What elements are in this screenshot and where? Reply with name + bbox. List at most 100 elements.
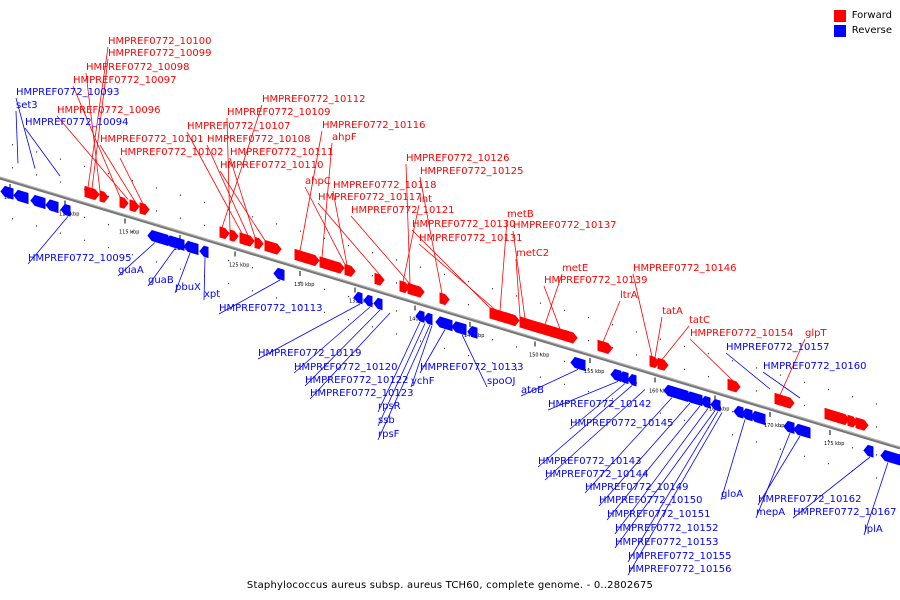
reverse-gene-label: HMPREF0772_10150 [599,495,702,506]
leader-line [598,402,691,507]
leader-line [606,405,701,521]
leader-line [117,242,156,277]
leader-line [304,186,346,265]
reverse-gene-label: HMPREF0772_10151 [607,509,710,520]
forward-gene [139,202,150,216]
leader-line [350,215,411,285]
legend: Forward Reverse [833,8,892,38]
leader-line [186,131,243,234]
reverse-gene [627,374,637,387]
forward-gene-label: HMPREF0772_10107 [187,121,290,132]
reverse-gene-label: HMPREF0772_10145 [570,418,673,429]
leader-line [87,46,109,188]
legend-label-reverse: Reverse [851,25,892,36]
reverse-gene-label: HMPREF0772_10160 [763,361,866,372]
leader-line [419,329,446,374]
leader-line [56,115,129,200]
forward-gene-label: ahpC [305,176,331,187]
reverse-gene-label: HMPREF0772_10162 [758,494,861,505]
leader-line [411,229,491,309]
reverse-gene [415,310,425,323]
leader-line [293,306,371,374]
leader-line [99,144,136,202]
reverse-gene [793,423,811,439]
forward-gene-label: HMPREF0772_10101 [100,134,203,145]
leader-line [15,97,36,169]
forward-gene-label: HMPREF0772_10146 [633,263,736,274]
backbone-line [0,176,900,450]
leader-line [418,243,496,310]
reverse-gene-label: HMPREF0772_10157 [726,342,829,353]
reverse-gene [373,297,383,311]
leader-line [405,163,411,285]
forward-gene [374,272,385,286]
forward-gene [824,407,850,426]
legend-item-reverse: Reverse [833,23,892,38]
leader-line [377,321,421,413]
leader-line [755,432,791,519]
reverse-gene [363,294,373,308]
reverse-gene-label: ychF [411,376,435,387]
forward-gene-label: tatA [662,306,683,317]
forward-gene [84,185,100,201]
leader-line [219,170,266,241]
reverse-gene-label: spoOJ [487,376,516,387]
reverse-gene [570,356,586,372]
forward-gene [229,229,239,242]
reverse-gene-label: HMPREF0772_10093 [16,87,119,98]
reverse-gene-label: mepA [756,507,785,518]
leader-line [147,248,176,287]
reverse-gene [663,384,689,403]
forward-gene-label: ahpF [332,132,357,143]
leader-line [544,389,646,481]
leader-line [602,300,621,343]
reverse-gene-label: HMPREF0772_10095 [28,253,131,264]
forward-gene [344,263,356,277]
reverse-gene [685,391,703,407]
legend-item-forward: Forward [833,8,892,23]
reverse-gene [435,316,453,332]
leader-line [377,324,431,441]
reverse-gene-label: guaB [148,275,174,286]
forward-gene [254,236,264,250]
forward-gene-label: glpT [805,328,827,339]
forward-gene-label: HMPREF0772_10137 [513,220,616,231]
leader-line [654,316,663,358]
reverse-gene [0,185,14,200]
forward-gene [294,248,320,267]
leader-line [547,381,619,411]
forward-gene-label: HMPREF0772_10097 [73,75,176,86]
forward-gene-label: HMPREF0772_10108 [207,134,310,145]
tick-label: 170 kbp [764,423,784,429]
leader-line [309,312,391,400]
forward-gene-label: HMPREF0772_10099 [108,48,211,59]
leader-line [27,216,69,265]
leader-line [762,371,801,399]
reverse-gene-label: HMPREF0772_10153 [615,537,718,548]
leader-line [72,85,121,198]
forward-gene-label: ltrA [620,290,638,301]
forward-gene-label: metC2 [516,248,549,259]
tick-label: 150 kbp [529,353,549,359]
reverse-gene-label: HMPREF0772_10144 [545,469,648,480]
reverse-gene [353,291,363,305]
leader-line [317,202,381,276]
forward-gene-label: HMPREF0772_10098 [86,62,189,73]
backbone-highlight [0,176,900,448]
leader-line [627,412,723,576]
forward-gene-label: HMPREF0772_10109 [227,107,330,118]
leader-line [792,456,871,519]
forward-gene-label: HMPREF0772_10125 [420,166,523,177]
legend-label-forward: Forward [851,10,892,21]
reverse-gene-label: HMPREF0772_10152 [615,523,718,534]
leader-line [119,157,144,205]
leader-line [499,219,508,312]
reverse-gene [147,230,169,247]
reverse-gene-label: HMPREF0772_10167 [793,507,896,518]
forward-gene-label: tatC [689,315,710,326]
reverse-gene [750,410,766,426]
forward-gene-label: HMPREF0772_10116 [322,120,425,131]
forward-gene-label: int [419,194,432,205]
forward-gene-label: HMPREF0772_10131 [419,233,522,244]
leader-line [218,279,281,315]
